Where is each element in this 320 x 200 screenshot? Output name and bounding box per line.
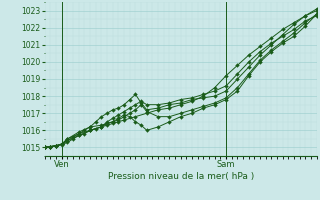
X-axis label: Pression niveau de la mer( hPa ): Pression niveau de la mer( hPa ) xyxy=(108,172,254,181)
